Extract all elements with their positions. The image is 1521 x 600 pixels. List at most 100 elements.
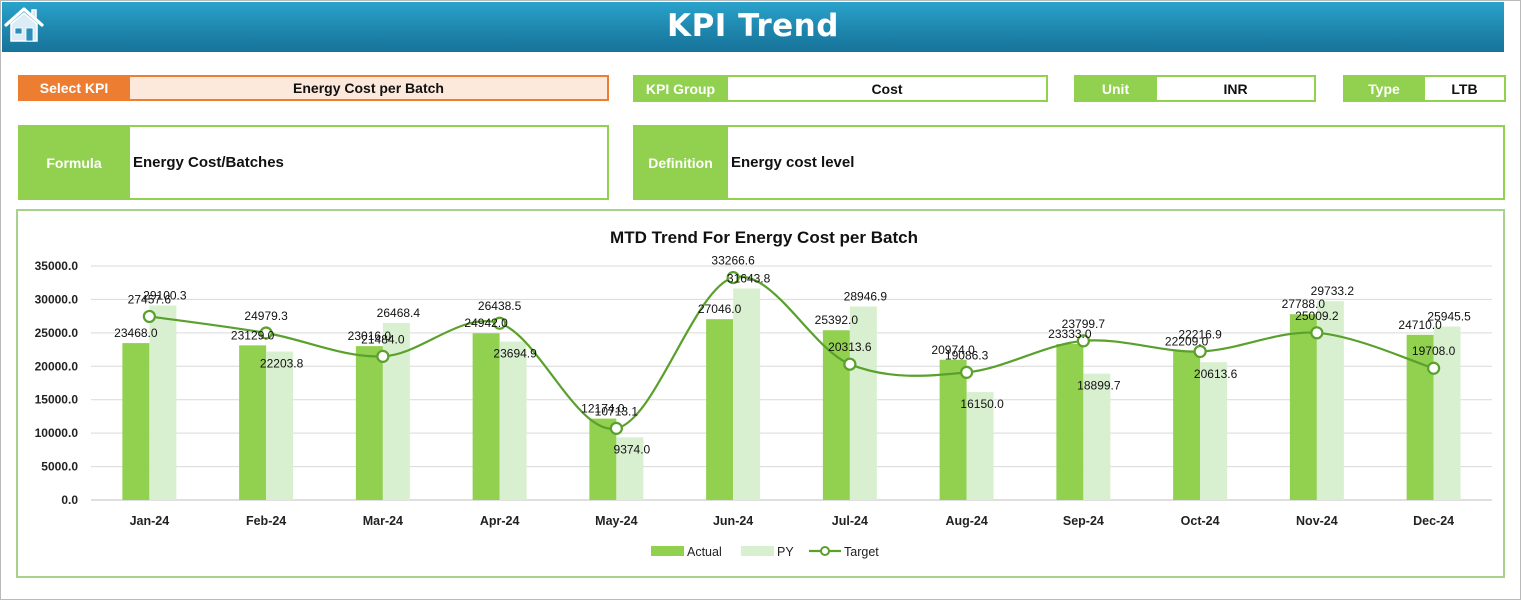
py-bar [616,437,644,500]
formula-label: Formula [18,125,130,200]
actual-bar [122,343,150,500]
target-point [960,365,974,379]
target-data-label: 19708.0 [1412,344,1456,358]
py-data-label: 26468.4 [377,306,421,320]
y-tick-label: 5000.0 [41,460,78,474]
actual-data-label: 22209.0 [1165,335,1209,349]
title-bar-gap [1505,2,1519,52]
target-data-label: 22216.9 [1178,327,1222,341]
x-tick-label: Jan-24 [130,514,170,528]
definition-value: Energy cost level [728,125,1505,200]
py-data-label: 31643.8 [727,271,771,285]
x-tick-label: May-24 [595,514,637,528]
y-tick-label: 20000.0 [35,359,79,373]
actual-bar [706,319,734,500]
y-tick-label: 35000.0 [35,259,79,273]
type-value: LTB [1425,75,1506,102]
actual-bar [1056,344,1084,500]
x-tick-label: Jul-24 [832,514,868,528]
actual-data-label: 24710.0 [1398,318,1442,332]
actual-data-label: 23333.0 [1048,327,1092,341]
page-title: KPI Trend [667,8,839,44]
target-data-label: 33266.6 [711,254,755,268]
target-data-label: 21484.0 [361,332,405,346]
actual-bar [1289,314,1317,500]
target-point [1193,344,1207,359]
target-data-label: 25009.2 [1295,309,1339,323]
py-data-label: 9374.0 [614,442,651,456]
chart-container: MTD Trend For Energy Cost per Batch 0.0 5… [16,209,1505,578]
x-tick-label: Jun-24 [713,514,753,528]
target-data-label: 23799.7 [1062,317,1106,331]
legend-py-swatch [741,546,774,556]
target-point [1076,334,1090,348]
actual-data-label: 24942.0 [464,316,508,330]
actual-data-label: 20974.0 [931,343,975,357]
y-tick-label: 0.0 [61,493,78,507]
py-data-label: 28946.9 [844,289,888,303]
y-tick-label: 25000.0 [35,326,79,340]
chart-title: MTD Trend For Energy Cost per Batch [610,228,918,247]
target-point [726,270,740,285]
unit-label: Unit [1074,75,1157,102]
x-tick-label: Feb-24 [246,514,286,528]
formula-value: Energy Cost/Batches [130,125,609,200]
target-data-label: 26438.5 [478,299,522,313]
x-tick-label: Oct-24 [1181,514,1220,528]
actual-data-label: 12174.0 [581,402,625,416]
y-tick-label: 15000.0 [35,393,79,407]
target-data-label: 20313.6 [828,340,872,354]
target-point [609,421,623,435]
py-bar [966,392,994,500]
actual-data-label: 25392.0 [815,313,859,327]
py-bar [1200,362,1228,500]
x-tick-label: Aug-24 [945,514,987,528]
definition-label: Definition [633,125,728,200]
legend-target-marker [820,546,830,556]
target-point [1427,361,1441,375]
target-data-label: 19086.3 [945,348,989,362]
unit-value: INR [1157,75,1316,102]
legend-actual-label: Actual [687,545,722,559]
actual-bar [239,345,267,500]
legend-target-label: Target [844,545,879,559]
actual-data-label: 23129.0 [231,328,275,342]
py-data-label: 29100.3 [143,288,187,302]
py-data-label: 22203.8 [260,357,304,371]
y-tick-label: 10000.0 [35,426,79,440]
actual-data-label: 23468.0 [114,326,158,340]
py-bar [149,305,177,500]
py-data-label: 20613.6 [1194,367,1238,381]
py-data-label: 25945.5 [1427,310,1471,324]
py-bar [499,341,527,500]
target-point [1310,326,1324,340]
actual-bar [1173,351,1201,500]
actual-data-label: 27046.0 [698,302,742,316]
py-bar [849,306,877,500]
target-point [259,326,273,340]
py-bar [382,323,410,500]
target-data-label: 27457.6 [128,292,172,306]
x-tick-label: Mar-24 [363,514,403,528]
home-icon[interactable] [3,5,45,45]
py-bar [733,288,761,500]
select-kpi-dropdown[interactable]: Energy Cost per Batch [130,75,609,101]
target-point [142,309,156,324]
py-bar [266,351,294,500]
legend-py-label: PY [777,545,794,559]
actual-bar [472,333,500,500]
py-data-label: 29733.2 [1311,284,1355,298]
mtd-trend-chart: MTD Trend For Energy Cost per Batch 0.0 5… [35,228,1492,559]
legend-actual-swatch [651,546,684,556]
actual-bar [355,346,383,500]
py-data-label: 23694.9 [493,347,537,361]
y-tick-label: 30000.0 [35,292,79,306]
actual-bar [939,359,967,500]
actual-data-label: 27788.0 [1282,297,1326,311]
target-point [843,357,857,371]
py-data-label: 18899.7 [1077,379,1121,393]
py-data-label: 16150.0 [960,397,1004,411]
kpi-group-label: KPI Group [633,75,728,102]
target-data-label: 10713.1 [595,404,639,418]
select-kpi-label: Select KPI [18,75,130,101]
